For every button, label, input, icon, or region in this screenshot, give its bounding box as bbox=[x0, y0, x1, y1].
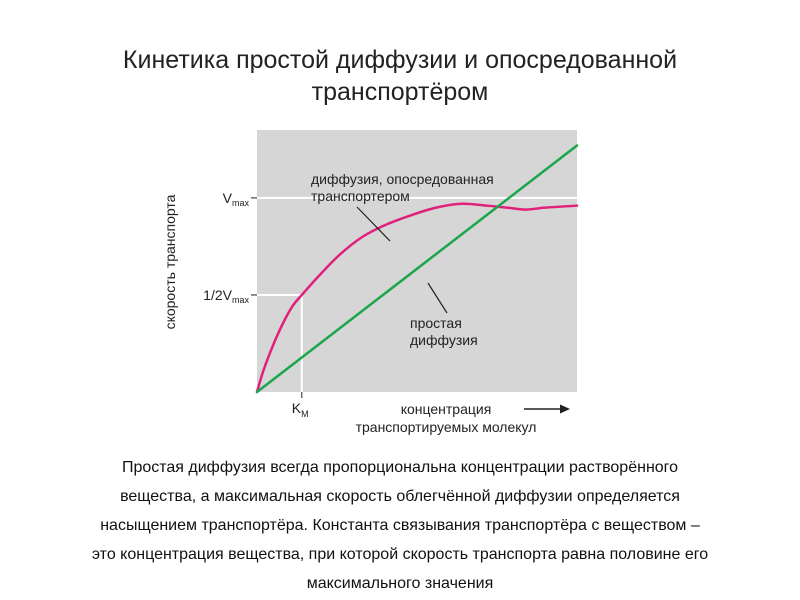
caption-line: максимального значения bbox=[306, 575, 494, 592]
slide-title-line: Кинетика простой диффузии и опосредованн… bbox=[122, 46, 678, 74]
x-axis-arrow-head bbox=[560, 404, 570, 414]
series-line-mediated bbox=[255, 202, 579, 394]
x-axis-label-line: транспортируемых молекул bbox=[356, 419, 537, 435]
series-group bbox=[255, 144, 579, 394]
caption-line: это концентрация вещества, при которой с… bbox=[91, 546, 709, 563]
plot-area bbox=[257, 130, 577, 392]
y-axis-label: скорость транспорта bbox=[162, 194, 178, 329]
x-axis-arrow bbox=[524, 404, 570, 414]
annotation-line: простая bbox=[410, 315, 462, 331]
annotation-line: диффузия bbox=[410, 332, 478, 348]
x-axis-label: концентрация транспортируемых молекул bbox=[356, 401, 537, 435]
caption-line: Простая диффузия всегда пропорциональна … bbox=[121, 459, 679, 476]
x-tick-label: KM bbox=[292, 400, 309, 419]
reference-lines bbox=[257, 196, 577, 392]
caption-line: насыщением транспортёра. Константа связы… bbox=[100, 517, 700, 534]
ticks-group: Vmax 1/2Vmax KM bbox=[203, 190, 308, 419]
annotation-leader-line bbox=[427, 282, 448, 314]
caption-line: вещества, а максимальная скорость облегч… bbox=[120, 488, 680, 505]
series-line-simple bbox=[255, 144, 579, 394]
annotation-line: диффузия, опосредованная bbox=[311, 171, 494, 187]
y-tick-label: 1/2Vmax bbox=[203, 287, 249, 305]
slide-title: Кинетика простой диффузии и опосредованн… bbox=[0, 44, 800, 108]
annotation-line: транспортером bbox=[311, 188, 410, 204]
slide-title-line: транспортёром bbox=[311, 78, 489, 106]
caption: Простая диффузия всегда пропорциональна … bbox=[0, 453, 800, 598]
y-tick-label: Vmax bbox=[223, 190, 250, 208]
annotation-leader-line bbox=[356, 206, 391, 242]
x-axis-label-line: концентрация bbox=[401, 401, 492, 417]
